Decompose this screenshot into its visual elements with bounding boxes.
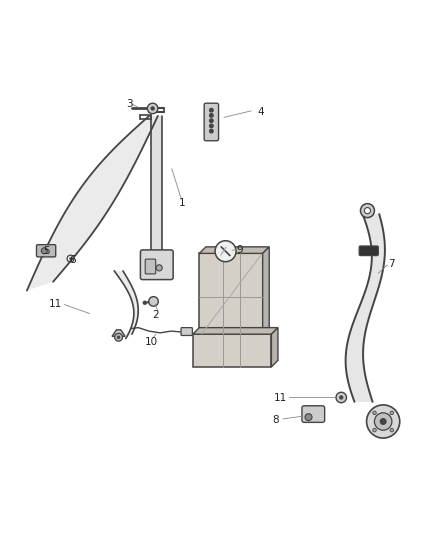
Circle shape	[210, 124, 213, 128]
Circle shape	[373, 411, 376, 415]
Circle shape	[115, 333, 123, 341]
Circle shape	[210, 114, 213, 117]
Text: 10: 10	[145, 337, 158, 346]
Circle shape	[360, 204, 374, 217]
Circle shape	[210, 130, 213, 133]
Circle shape	[367, 405, 400, 438]
Text: 4: 4	[257, 107, 264, 117]
Polygon shape	[199, 253, 263, 336]
Polygon shape	[193, 334, 272, 367]
Circle shape	[117, 335, 120, 339]
Polygon shape	[151, 116, 162, 277]
Circle shape	[339, 395, 343, 400]
Polygon shape	[199, 247, 269, 253]
Text: 11: 11	[273, 393, 287, 403]
Circle shape	[336, 392, 346, 403]
FancyBboxPatch shape	[36, 245, 56, 257]
FancyBboxPatch shape	[181, 328, 192, 335]
Text: 5: 5	[43, 246, 50, 256]
Polygon shape	[263, 247, 269, 336]
Circle shape	[373, 429, 376, 432]
Circle shape	[215, 241, 236, 262]
Circle shape	[69, 257, 72, 260]
Circle shape	[150, 106, 155, 111]
Circle shape	[143, 301, 147, 305]
Circle shape	[305, 414, 312, 421]
Polygon shape	[193, 328, 278, 334]
Polygon shape	[346, 214, 385, 402]
Text: 6: 6	[69, 255, 76, 265]
Circle shape	[41, 248, 47, 254]
Text: 3: 3	[126, 99, 133, 109]
Circle shape	[210, 108, 213, 112]
Circle shape	[390, 429, 394, 432]
Polygon shape	[27, 116, 158, 290]
Text: 7: 7	[388, 260, 395, 269]
FancyBboxPatch shape	[145, 259, 155, 274]
Polygon shape	[112, 330, 125, 336]
FancyBboxPatch shape	[204, 103, 219, 141]
Polygon shape	[114, 271, 138, 338]
Circle shape	[149, 297, 158, 306]
Circle shape	[210, 119, 213, 123]
Circle shape	[364, 207, 371, 214]
Text: 8: 8	[272, 415, 279, 425]
Polygon shape	[272, 328, 278, 367]
Text: 2: 2	[152, 310, 159, 320]
FancyBboxPatch shape	[302, 406, 325, 422]
FancyBboxPatch shape	[359, 246, 378, 256]
Text: 11: 11	[49, 298, 62, 309]
Circle shape	[390, 411, 394, 415]
Circle shape	[156, 265, 162, 271]
Text: 1: 1	[179, 198, 185, 208]
Text: 9: 9	[237, 245, 243, 255]
FancyBboxPatch shape	[141, 250, 173, 280]
Circle shape	[148, 103, 158, 114]
Circle shape	[380, 418, 387, 425]
Circle shape	[374, 413, 392, 430]
